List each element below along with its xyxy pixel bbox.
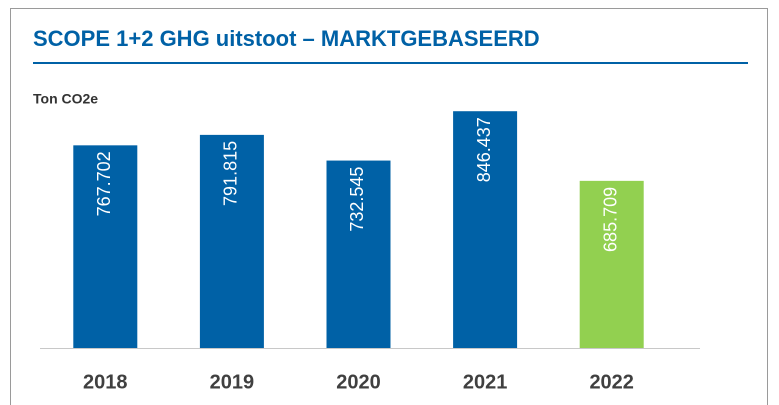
bar <box>199 134 264 348</box>
x-tick-label: 2020 <box>336 371 381 393</box>
value-label: 846.437 <box>474 117 494 182</box>
bar <box>326 160 391 348</box>
x-tick-label: 2018 <box>83 371 128 393</box>
x-tick-label: 2021 <box>463 371 508 393</box>
value-label: 732.545 <box>347 167 367 232</box>
x-tick-label: 2019 <box>210 371 255 393</box>
value-label: 767.702 <box>94 151 114 216</box>
value-label: 685.709 <box>600 187 620 252</box>
x-tick-label: 2022 <box>589 371 634 393</box>
chart-title: SCOPE 1+2 GHG uitstoot – MARKTGEBASEERD <box>33 26 540 51</box>
bar <box>73 145 138 348</box>
y-axis-label: Ton CO2e <box>33 91 98 107</box>
bar <box>579 180 644 348</box>
value-label: 791.815 <box>221 141 241 206</box>
bar <box>453 111 518 348</box>
